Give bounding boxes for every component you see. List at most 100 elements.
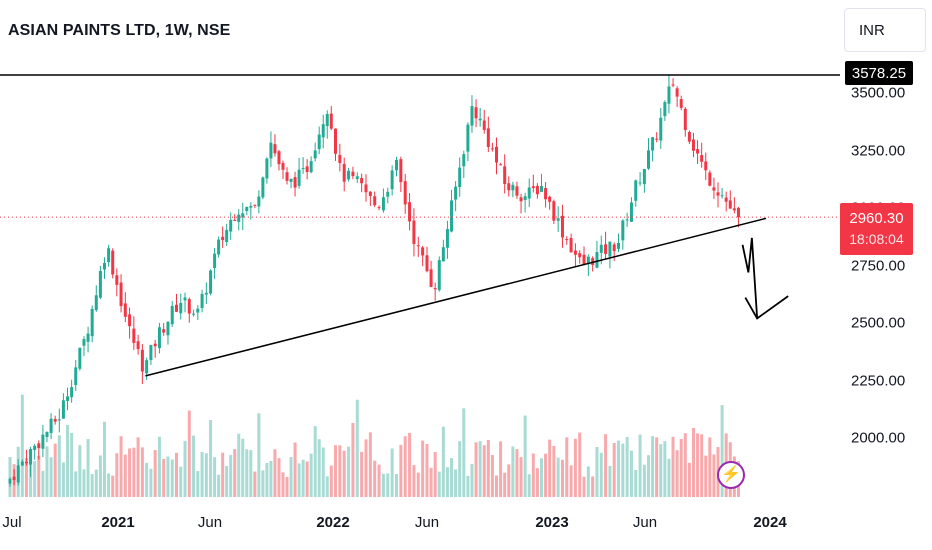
candle-body xyxy=(24,461,28,464)
candle-body xyxy=(377,207,381,209)
candle-body xyxy=(486,128,490,147)
candle-body xyxy=(265,158,269,179)
x-tick-label: Jun xyxy=(197,514,223,531)
volume-bar xyxy=(119,436,123,497)
candle-body xyxy=(309,161,313,173)
volume-bar xyxy=(111,475,115,497)
x-tick-label: Jul xyxy=(2,514,22,531)
volume-bar xyxy=(229,454,233,497)
lightning-bolt-icon[interactable]: ⚡ xyxy=(717,461,745,489)
volume-bar xyxy=(157,436,161,497)
candle-body xyxy=(170,306,174,325)
volume-bar xyxy=(612,443,616,497)
volume-bar xyxy=(539,458,543,497)
volume-bar xyxy=(293,442,297,497)
volume-bar xyxy=(441,426,445,497)
volume-bar xyxy=(462,408,466,497)
candle-body xyxy=(679,99,683,108)
candle-body xyxy=(82,339,86,346)
volume-bar xyxy=(591,476,595,497)
candle-body xyxy=(612,244,616,252)
candle-body xyxy=(437,260,441,291)
candle-body xyxy=(704,161,708,171)
volume-bar xyxy=(527,474,531,497)
volume-bar xyxy=(515,449,519,497)
candle-body xyxy=(196,308,200,313)
candle-body xyxy=(539,186,543,192)
candle-body xyxy=(317,134,321,150)
candle-body xyxy=(629,202,633,222)
volume-bar xyxy=(277,458,281,497)
candle-body xyxy=(360,177,364,184)
volume-bar xyxy=(273,449,277,497)
candle-body xyxy=(429,269,433,287)
candle-body xyxy=(373,196,377,206)
candle-body xyxy=(675,88,679,97)
volume-bar xyxy=(495,475,499,497)
volume-bar xyxy=(140,447,144,497)
volume-bar xyxy=(98,455,102,497)
drawings xyxy=(0,74,840,377)
volume-bar xyxy=(565,437,569,497)
volume-bar xyxy=(712,454,716,497)
candle-body xyxy=(663,102,667,117)
volume-bar xyxy=(221,452,225,497)
resistance-price-tag: 3578.25 xyxy=(845,61,913,85)
candle-body xyxy=(659,117,663,141)
candle-body xyxy=(403,181,407,205)
candle-body xyxy=(237,214,241,222)
volume-bar xyxy=(162,458,166,497)
candle-body xyxy=(293,177,297,188)
volume-bar xyxy=(373,460,377,497)
volume-bar xyxy=(573,438,577,497)
candle-body xyxy=(233,219,237,221)
volume-bar xyxy=(659,444,663,497)
candle-body xyxy=(535,185,539,195)
candle-body xyxy=(503,166,507,184)
candle-body xyxy=(499,164,503,166)
candle-body xyxy=(16,465,20,483)
volume-bar xyxy=(237,433,241,497)
candle-body xyxy=(565,238,569,240)
volume-bar xyxy=(200,451,204,497)
candle-body xyxy=(187,299,191,314)
volume-bar xyxy=(503,472,507,497)
volume-bar xyxy=(103,421,106,497)
volume-bar xyxy=(651,436,655,497)
y-tick-label: 2750.00 xyxy=(851,257,906,274)
volume-bar xyxy=(466,475,470,497)
candle-body xyxy=(221,236,225,241)
volume-bar xyxy=(265,462,269,497)
volume-bar xyxy=(433,452,437,497)
candle-body xyxy=(136,341,140,350)
volume-bar xyxy=(700,434,704,497)
volume-bar xyxy=(305,461,309,497)
volume-bar xyxy=(634,470,638,497)
currency-selector[interactable]: INR xyxy=(844,8,926,52)
volume-bar xyxy=(20,394,24,497)
volume-bar xyxy=(704,455,708,497)
candle-body xyxy=(638,182,642,184)
volume-bar xyxy=(708,437,712,497)
currency-label: INR xyxy=(859,21,885,39)
volume-bar xyxy=(507,464,511,497)
volume-bar xyxy=(338,445,342,497)
candle-body xyxy=(544,188,548,200)
candle-body xyxy=(716,192,720,196)
candle-body xyxy=(560,215,564,238)
volume-bar xyxy=(691,427,695,497)
volume-bar xyxy=(45,446,49,497)
candle-body xyxy=(651,137,655,151)
candlesticks xyxy=(8,74,740,487)
candle-body xyxy=(166,321,170,336)
candle-body xyxy=(103,262,106,270)
volume-bar xyxy=(321,447,325,497)
volume-bar xyxy=(342,450,346,497)
volume-bar xyxy=(355,399,359,497)
candle-body xyxy=(732,208,736,211)
candle-body xyxy=(325,113,329,127)
volume-bar xyxy=(333,445,337,497)
candle-body xyxy=(301,168,305,170)
volume-bar xyxy=(486,439,490,497)
